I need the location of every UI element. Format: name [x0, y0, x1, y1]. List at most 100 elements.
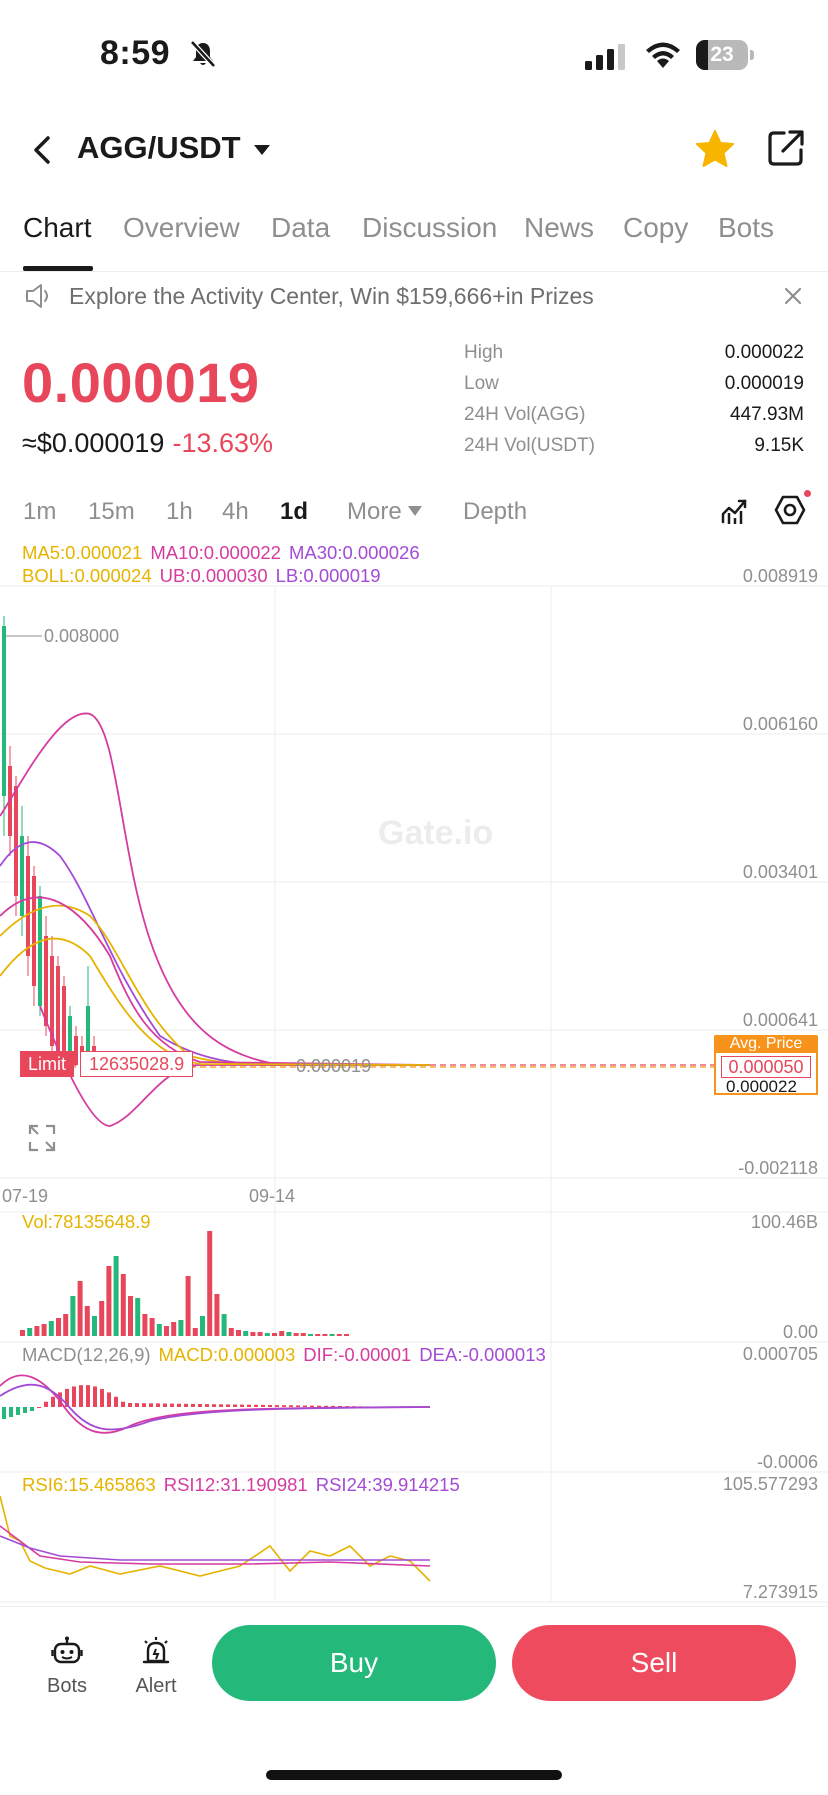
candle-body: [14, 786, 18, 896]
share-icon[interactable]: [766, 128, 806, 168]
buy-button[interactable]: Buy: [212, 1625, 496, 1701]
y-axis-label: 0.008919: [742, 566, 818, 586]
volume-bar: [20, 1330, 25, 1336]
macd-bar: [107, 1392, 111, 1407]
macd-bar: [177, 1403, 181, 1407]
volume-bar: [257, 1332, 263, 1336]
price-stats: High 0.000022 Low 0.000019 24H Vol(AGG) …: [464, 342, 804, 466]
volume-bar: [315, 1334, 321, 1336]
rsi-legend: RSI6:15.465863 RSI12:31.190981 RSI24:39.91…: [22, 1474, 468, 1496]
volume-bar: [27, 1328, 33, 1336]
limit-value: 12635028.9: [80, 1051, 194, 1077]
macd-bar: [240, 1404, 244, 1407]
stat-label: High: [464, 342, 504, 363]
limit-label: Limit: [20, 1051, 75, 1077]
stat-label: 24H Vol(AGG): [464, 404, 586, 425]
volume-bar: [344, 1334, 349, 1336]
price-change: -13.63%: [172, 428, 274, 458]
back-icon[interactable]: [28, 130, 58, 170]
interval-4h[interactable]: 4h: [222, 498, 249, 525]
tab-discussion[interactable]: Discussion: [362, 212, 498, 243]
volume-bar: [272, 1333, 277, 1336]
close-icon[interactable]: [783, 286, 803, 306]
stat-label: Low: [464, 373, 499, 394]
caret-down-icon: [407, 506, 422, 516]
tab-bots[interactable]: Bots: [718, 212, 775, 243]
macd-bar: [331, 1405, 335, 1407]
candle-body: [68, 1016, 72, 1064]
macd-bar: [198, 1404, 202, 1407]
volume-bar: [236, 1330, 241, 1336]
bots-button[interactable]: Bots: [32, 1635, 102, 1698]
pair-selector[interactable]: AGG/USDT: [77, 130, 241, 165]
volume-bar: [264, 1333, 270, 1336]
settings-icon[interactable]: [774, 494, 806, 526]
caret-down-icon[interactable]: [252, 143, 272, 157]
tab-copy[interactable]: Copy: [623, 212, 689, 243]
interval-1d[interactable]: 1d: [280, 498, 309, 525]
dif-value: DIF:-0.00001: [303, 1344, 412, 1365]
bots-label: Bots: [46, 1675, 88, 1697]
volume-bar: [92, 1316, 97, 1336]
more-intervals-button[interactable]: More: [347, 498, 422, 526]
macd-bar: [163, 1403, 167, 1407]
tab-data[interactable]: Data: [271, 212, 331, 243]
y-axis-label: 0.003401: [742, 862, 818, 882]
stat-row-high: High 0.000022: [464, 342, 804, 373]
macd-bar: [156, 1403, 160, 1407]
favorite-star-icon[interactable]: [694, 128, 736, 170]
candle-body: [86, 1006, 90, 1065]
candle-body: [32, 876, 36, 986]
interval-15m[interactable]: 15m: [88, 498, 135, 525]
macd-bar: [135, 1403, 139, 1407]
interval-1m[interactable]: 1m: [23, 498, 57, 525]
alert-button[interactable]: Alert: [121, 1635, 191, 1698]
rsi-axis-max: 105.577293: [722, 1474, 818, 1494]
macd-bar: [268, 1405, 272, 1407]
stat-label: 24H Vol(USDT): [464, 435, 595, 456]
announcement-banner[interactable]: Explore the Activity Center, Win $159,66…: [0, 274, 828, 320]
volume-bar: [106, 1266, 112, 1336]
tab-news[interactable]: News: [524, 212, 595, 243]
volume-bar: [207, 1231, 213, 1336]
depth-tab[interactable]: Depth: [463, 498, 528, 525]
volume-bar: [185, 1276, 191, 1336]
fullscreen-icon[interactable]: [27, 1123, 57, 1153]
volume-bar: [77, 1281, 83, 1336]
macd-bar: [338, 1406, 342, 1407]
rsi12-value: RSI12:31.190981: [163, 1474, 308, 1495]
volume-bar: [84, 1306, 90, 1336]
bell-muted-icon: [190, 40, 216, 68]
chart-area[interactable]: MA5:0.000021 MA10:0.000022 MA30:0.000026 B…: [0, 536, 828, 1608]
macd-bar: [100, 1388, 104, 1407]
x-axis-label: 07-19: [2, 1186, 49, 1206]
volume-bar: [214, 1294, 220, 1336]
macd-bar: [114, 1396, 118, 1407]
macd-bar: [86, 1385, 90, 1407]
macd-bar: [23, 1407, 27, 1413]
volume-bar: [336, 1334, 342, 1336]
chart-canvas[interactable]: [0, 536, 828, 1608]
interval-1h[interactable]: 1h: [166, 498, 193, 525]
macd-bar: [149, 1403, 153, 1407]
avg-price-label: Avg. Price: [714, 1035, 818, 1053]
volume-bar: [99, 1301, 105, 1336]
macd-bar: [324, 1405, 328, 1407]
indicator-icon[interactable]: [720, 496, 750, 526]
volume-bar: [228, 1328, 234, 1336]
macd-bar: [289, 1405, 293, 1407]
tab-overview[interactable]: Overview: [123, 212, 240, 243]
macd-bar: [233, 1404, 237, 1407]
candle-body: [2, 626, 6, 796]
volume-bar: [300, 1333, 306, 1336]
tab-chart[interactable]: Chart: [23, 212, 92, 243]
stat-value: 9.15K: [754, 435, 804, 456]
macd-legend: MACD(12,26,9) MACD:0.000003 DIF:-0.00001 DE…: [22, 1344, 554, 1366]
battery-indicator: 23: [696, 40, 754, 70]
sell-button[interactable]: Sell: [512, 1625, 796, 1701]
ub-label: UB:0.000030: [159, 565, 268, 586]
macd-bar: [44, 1401, 48, 1407]
volume-bar: [279, 1331, 285, 1336]
rsi6-value: RSI6:15.465863: [22, 1474, 156, 1495]
volume-bar: [56, 1318, 61, 1336]
